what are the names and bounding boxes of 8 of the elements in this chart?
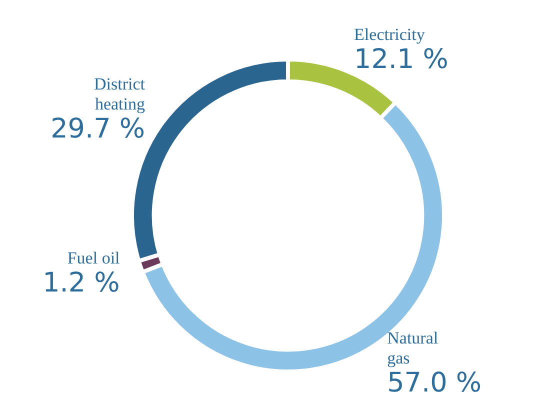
data-label: 12.1 % bbox=[354, 44, 448, 76]
slice-label: Natural gas bbox=[387, 328, 438, 368]
data-label: 57.0 % bbox=[387, 367, 482, 398]
data-label: 29.7 % bbox=[50, 114, 145, 145]
slice-label: Fuel oil bbox=[67, 248, 120, 268]
slice-label: District heating bbox=[94, 74, 146, 114]
data-label: 1.2 % bbox=[42, 268, 120, 299]
slice-label: Electricity bbox=[354, 25, 426, 44]
